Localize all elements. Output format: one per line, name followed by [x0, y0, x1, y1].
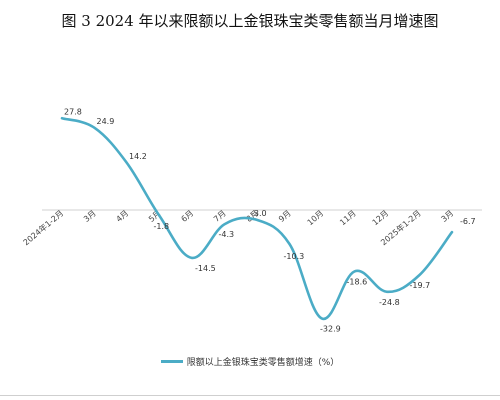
- data-label: 24.9: [97, 117, 115, 126]
- data-label: -3.0: [251, 209, 267, 218]
- x-tick-label: 10月: [306, 209, 326, 228]
- data-label: -24.8: [379, 298, 400, 307]
- data-label: -32.9: [320, 325, 341, 334]
- x-tick-label: 9月: [277, 209, 293, 224]
- x-tick-label: 11月: [338, 209, 358, 228]
- x-tick-label: 2024年1-2月: [21, 208, 65, 247]
- data-label: -10.3: [284, 252, 305, 261]
- data-label: 27.8: [64, 107, 82, 116]
- data-label: -19.7: [410, 281, 431, 290]
- data-label: -18.6: [347, 277, 368, 286]
- data-label: -1.8: [154, 222, 170, 231]
- data-label: -4.3: [219, 230, 235, 239]
- chart-title: 图 3 2024 年以来限额以上金银珠宝类零售额当月增速图: [61, 12, 439, 30]
- x-tick-label: 7月: [212, 209, 228, 224]
- data-label: 14.2: [129, 152, 147, 161]
- data-label: -6.7: [460, 217, 476, 226]
- series-line: [60, 116, 454, 320]
- x-tick-label: 3月: [439, 209, 455, 224]
- data-labels: 27.8 24.9 14.2 -1.8 -14.5 -4.3 -3.0 -10.3 -32.9 -…: [64, 107, 476, 333]
- x-tick-label: 12月: [371, 209, 391, 228]
- legend-label: 限额以上金银珠宝类零售额增速（%）: [186, 358, 340, 368]
- bottom-rule: [0, 395, 500, 396]
- x-tick-label: 3月: [82, 209, 98, 224]
- legend-swatch: [160, 360, 183, 363]
- legend: 限额以上金银珠宝类零售额增速（%）: [0, 355, 500, 368]
- x-axis-ticks: 2024年1-2月 3月 4月 5月 6月 7月 8月 9月 10月 11月 12月2025年1-2…: [21, 208, 455, 247]
- x-tick-label: 4月: [114, 209, 130, 224]
- data-label: -14.5: [195, 264, 216, 273]
- x-tick-label: 6月: [179, 209, 195, 224]
